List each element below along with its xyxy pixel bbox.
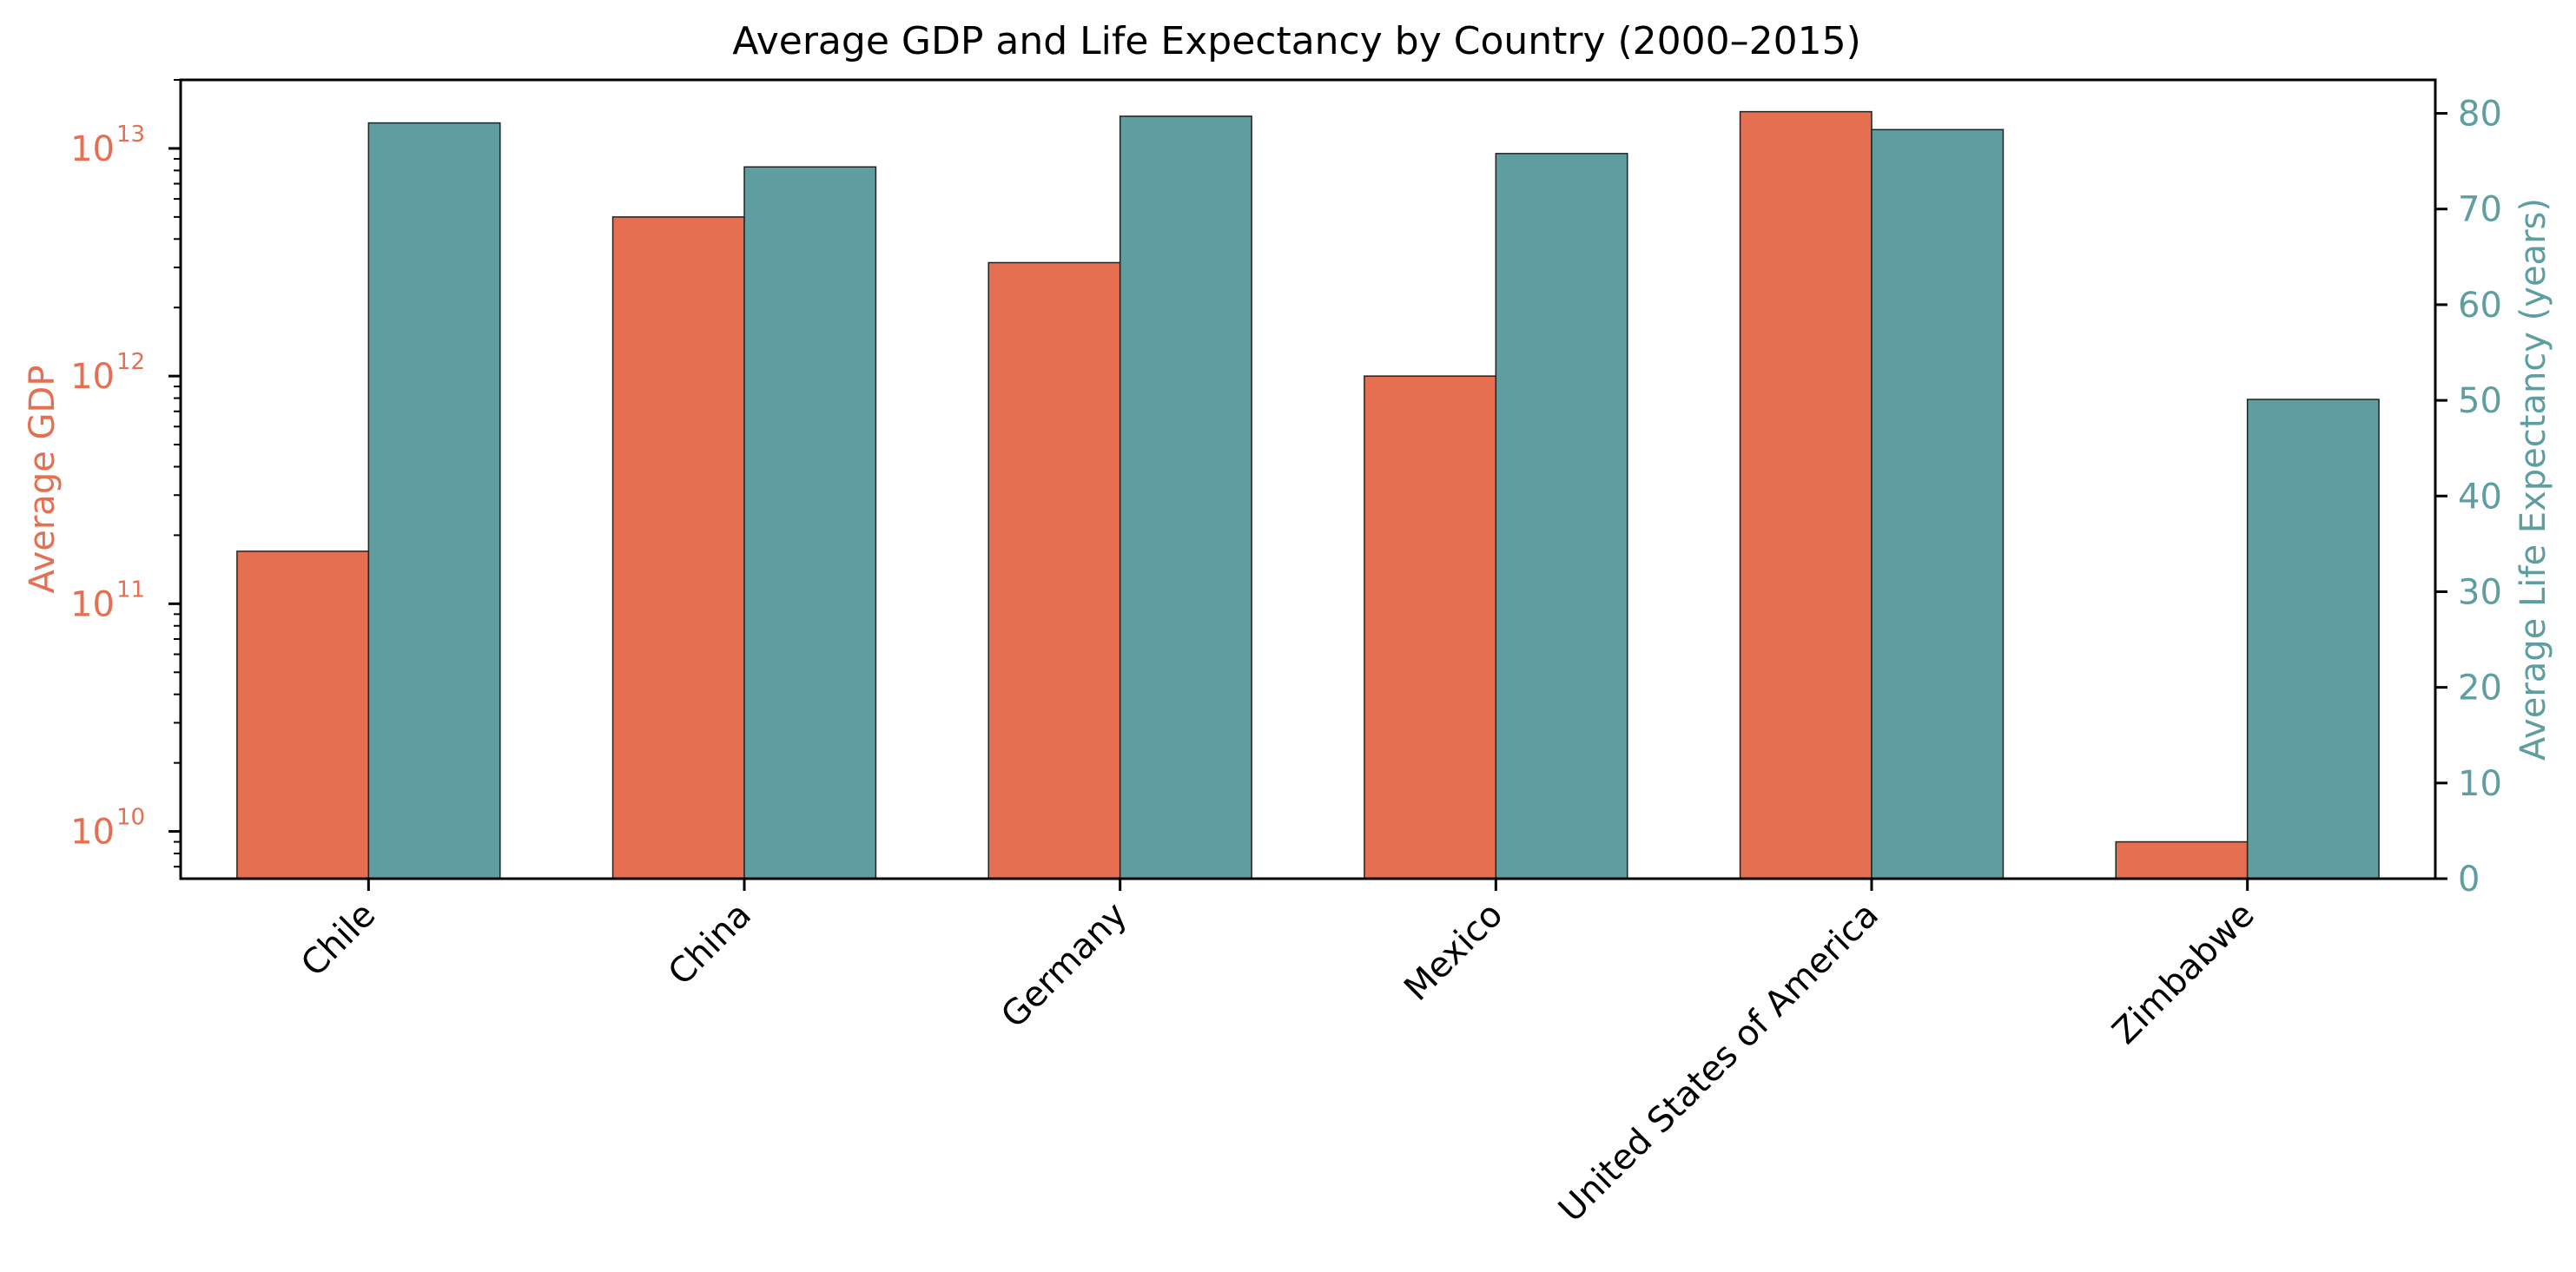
right-axis-ticks: 0 10 20 30 40 50 60 70 80 xyxy=(2435,95,2502,900)
left-axis-label: Average GDP xyxy=(23,366,63,594)
bar-life-expectancy-2 xyxy=(1119,115,1252,880)
left-tick-exponent: 11 xyxy=(116,577,145,603)
bar-life-expectancy-4 xyxy=(1871,129,2005,880)
x-tick-label: Mexico xyxy=(1397,895,1510,1009)
chart-title: Average GDP and Life Expectancy by Count… xyxy=(732,19,1861,63)
right-tick-label: 80 xyxy=(2458,95,2502,135)
x-tick-label: United States of America xyxy=(1551,895,1886,1230)
bar-gdp-1 xyxy=(611,216,745,880)
left-tick-exponent: 13 xyxy=(116,122,145,148)
left-tick-label: 10 xyxy=(70,129,115,169)
bar-life-expectancy-5 xyxy=(2246,399,2380,880)
left-tick-label: 10 xyxy=(70,584,115,624)
right-axis-label: Average Life Expectancy (years) xyxy=(2513,198,2553,761)
bar-life-expectancy-0 xyxy=(367,122,501,880)
left-tick-label: 10 xyxy=(70,813,115,853)
left-tick-label: 10 xyxy=(70,357,115,397)
x-tick-label: China xyxy=(661,895,759,993)
right-tick-label: 40 xyxy=(2458,477,2502,517)
bar-life-expectancy-1 xyxy=(743,166,877,880)
right-tick-label: 30 xyxy=(2458,572,2502,612)
right-tick-label: 20 xyxy=(2458,669,2502,708)
bar-gdp-0 xyxy=(236,550,370,880)
x-axis-ticks: Chile China Germany Mexico United States of … xyxy=(294,879,2262,1230)
bar-gdp-5 xyxy=(2115,840,2249,880)
right-tick-label: 60 xyxy=(2458,286,2502,326)
right-tick-label: 70 xyxy=(2458,190,2502,230)
bar-gdp-3 xyxy=(1364,375,1497,880)
right-tick-label: 50 xyxy=(2458,381,2502,421)
left-tick-exponent: 12 xyxy=(116,349,145,375)
right-tick-label: 0 xyxy=(2458,860,2480,900)
plot-frame xyxy=(179,78,2437,880)
x-tick-label: Zimbabwe xyxy=(2105,895,2262,1052)
bar-gdp-4 xyxy=(1739,110,1873,880)
right-tick-label: 10 xyxy=(2458,764,2502,804)
x-tick-label: Germany xyxy=(994,895,1135,1037)
left-tick-exponent: 10 xyxy=(116,805,145,831)
bars-layer xyxy=(236,110,2380,880)
x-tick-label: Chile xyxy=(294,895,383,985)
bar-gdp-2 xyxy=(987,261,1121,880)
bar-life-expectancy-3 xyxy=(1495,153,1628,880)
